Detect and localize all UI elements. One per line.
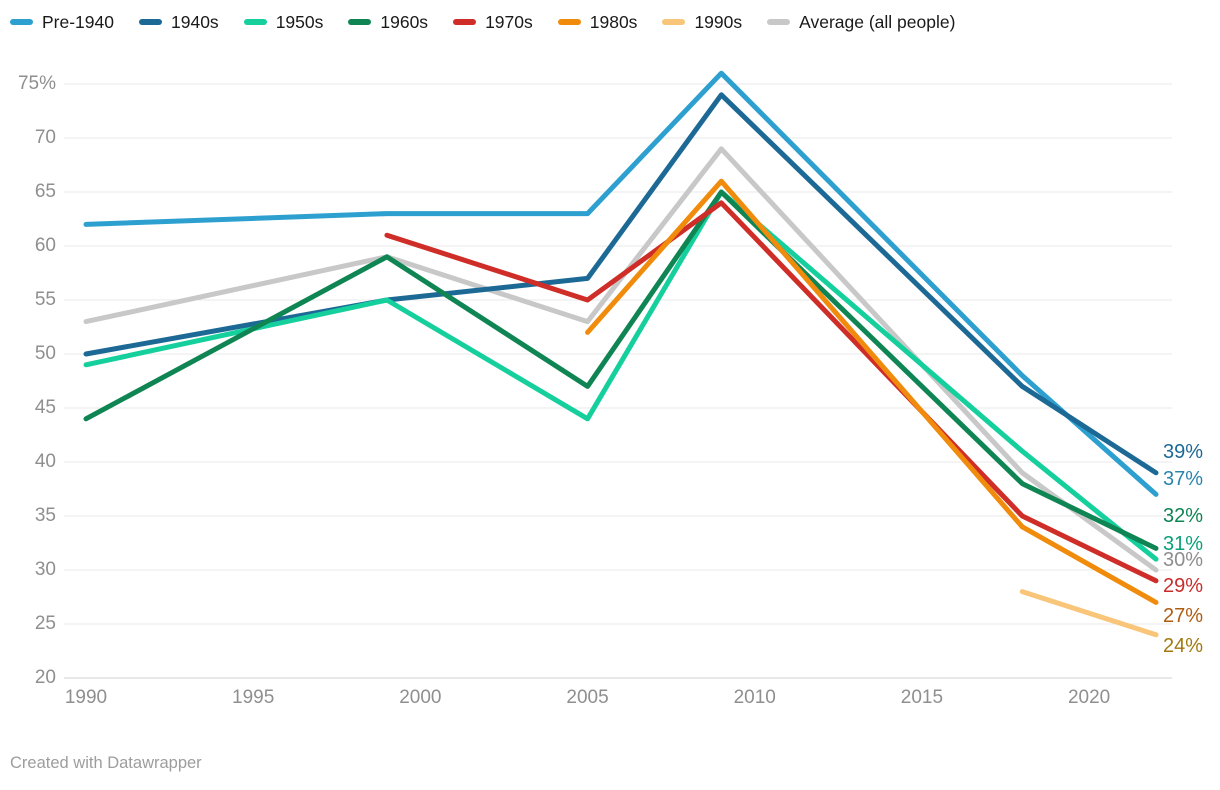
- legend-label-s1980: 1980s: [589, 12, 638, 32]
- line-s1970: [384, 200, 1159, 584]
- end-label-average: 30%: [1163, 549, 1204, 571]
- legend-item-s1960[interactable]: 1960s: [348, 9, 428, 35]
- end-label-s1940: 39%: [1163, 441, 1204, 463]
- y-tick-label-70: 70: [34, 127, 56, 148]
- x-tick-label-1995: 1995: [232, 687, 275, 708]
- y-tick-label-75: 75%: [17, 73, 56, 94]
- legend-label-s1950: 1950s: [275, 12, 324, 32]
- y-tick-label-50: 50: [34, 343, 56, 364]
- y-tick-label-60: 60: [34, 235, 56, 256]
- y-tick-label-45: 45: [34, 397, 56, 418]
- legend-item-s1980[interactable]: 1980s: [557, 9, 638, 35]
- legend-swatch-s1990: [662, 19, 686, 25]
- x-tick-label-2010: 2010: [733, 687, 776, 708]
- legend-swatch-pre1940: [10, 19, 33, 25]
- line-s1940: [83, 92, 1159, 476]
- legend-item-average[interactable]: Average (all people): [767, 9, 955, 35]
- x-tick-label-2015: 2015: [900, 687, 944, 708]
- legend-swatch-s1980: [557, 19, 581, 25]
- legend-label-s1940: 1940s: [171, 12, 219, 32]
- y-tick-label-30: 30: [34, 559, 56, 580]
- line-s1950: [83, 189, 1159, 562]
- line-s1960: [83, 189, 1159, 551]
- legend-label-pre1940: Pre-1940: [42, 12, 114, 32]
- end-label-s1960: 32%: [1163, 505, 1204, 527]
- legend-swatch-s1960: [348, 19, 372, 25]
- line-pre1940: [83, 70, 1159, 497]
- y-tick-label-25: 25: [34, 613, 56, 634]
- legend-label-s1970: 1970s: [485, 12, 533, 32]
- x-tick-label-2020: 2020: [1067, 687, 1111, 708]
- x-tick-label-1990: 1990: [64, 687, 108, 708]
- legend-label-s1960: 1960s: [380, 12, 429, 32]
- y-tick-label-35: 35: [34, 505, 56, 526]
- y-tick-label-55: 55: [34, 289, 56, 310]
- y-tick-label-20: 20: [34, 667, 56, 688]
- legend: Pre-1940 1940s 1950s 1960s 1970s 1980s 1990s Av…: [10, 9, 1216, 35]
- end-label-s1980: 27%: [1163, 605, 1204, 627]
- end-label-s1990: 24%: [1163, 635, 1204, 657]
- y-tick-label-65: 65: [34, 181, 56, 202]
- data-lines: [83, 70, 1159, 638]
- legend-item-s1990[interactable]: 1990s: [662, 9, 742, 35]
- attribution-credit: Created with Datawrapper: [10, 754, 202, 772]
- legend-swatch-average: [767, 19, 791, 25]
- legend-swatch-s1940: [139, 19, 162, 25]
- legend-item-s1940[interactable]: 1940s: [139, 9, 219, 35]
- x-tick-label-2000: 2000: [399, 687, 442, 708]
- line-s1990: [1019, 589, 1159, 638]
- end-label-s1970: 29%: [1163, 575, 1204, 597]
- legend-label-average: Average (all people): [799, 12, 956, 32]
- legend-swatch-s1950: [243, 19, 267, 25]
- x-tick-label-2005: 2005: [566, 687, 609, 708]
- legend-item-s1970[interactable]: 1970s: [453, 9, 533, 35]
- legend-item-s1950[interactable]: 1950s: [243, 9, 324, 35]
- end-label-pre1940: 37%: [1163, 468, 1204, 490]
- legend-label-s1990: 1990s: [694, 12, 743, 32]
- line-average: [83, 146, 1159, 573]
- end-label-s1950: 31%: [1163, 533, 1204, 555]
- line-s1980: [585, 178, 1159, 605]
- gridlines: [64, 83, 1172, 679]
- y-tick-label-40: 40: [34, 451, 56, 472]
- legend-swatch-s1970: [453, 19, 477, 25]
- legend-item-pre1940[interactable]: Pre-1940: [10, 9, 114, 35]
